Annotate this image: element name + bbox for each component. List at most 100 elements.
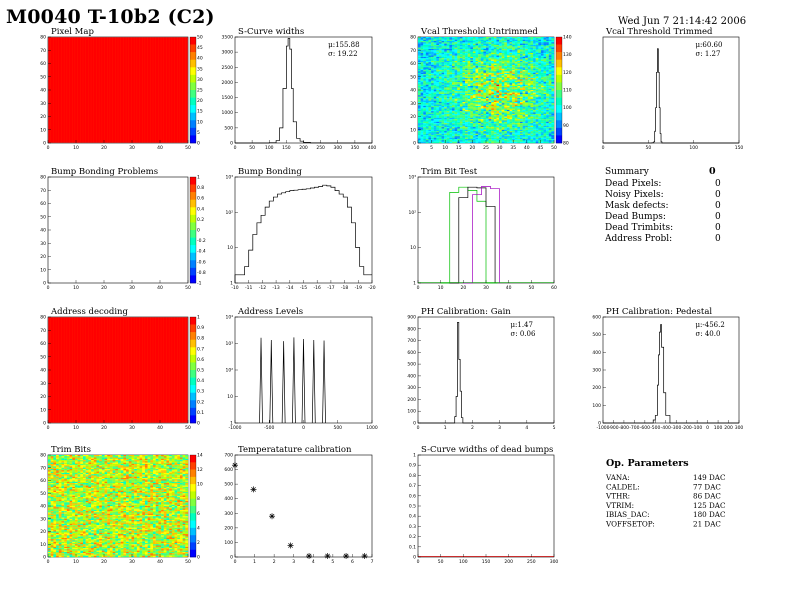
address-decoding-zscale-frame: [189, 316, 197, 424]
trim-bit-test-xtick-label: 0: [417, 285, 420, 291]
trim-bits-zscale-label: 4: [197, 525, 200, 531]
page-date: Wed Jun 7 21:14:42 2006: [618, 16, 747, 27]
temperature-calibration-xtick-label: 4: [312, 559, 315, 565]
ph-gain-ytick-label: 0: [413, 421, 416, 427]
temperature-calibration-ytick-label: 500: [224, 482, 233, 488]
scurve-dead-bumps-xtick-label: 150: [482, 559, 491, 565]
pixel-map-zscale-label: 10: [197, 119, 203, 125]
ph-gain-ytick-label: 600: [407, 350, 416, 356]
address-levels-ytick-label: 10: [227, 394, 233, 400]
op-param-label: VTRIM:: [605, 501, 634, 510]
temperature-calibration-point: [306, 552, 313, 559]
scurve-widths-ytick-label: 3500: [222, 35, 234, 41]
pixel-map-xtick-label: 10: [73, 145, 79, 151]
bump-bonding-problems-ytick-label: 10: [40, 267, 46, 273]
bump-bonding-problems-zscale-label: -0.4: [197, 249, 206, 255]
trim-bits-xtick-label: 50: [185, 559, 191, 565]
op-param-value: 21 DAC: [693, 520, 721, 529]
op-param-label: VTHR:: [605, 492, 630, 501]
ph-pedestal-xtick-label: 200: [724, 425, 733, 431]
pixel-map-zscale-frame: [189, 36, 197, 144]
op-param-label: VANA:: [605, 473, 630, 482]
ph-gain-ytick-label: 800: [407, 326, 416, 332]
bump-bonding-problems-xtick-label: 10: [73, 285, 79, 291]
pixel-map-zscale-label: 0: [197, 141, 200, 147]
ph-pedestal-xtick-label: -700: [629, 425, 639, 431]
pixel-map-ytick-label: 50: [40, 74, 46, 80]
scurve-dead-bumps-xtick-label: 0: [417, 559, 420, 565]
vcal-untrimmed-zscale-label: 130: [563, 52, 572, 58]
temperature-calibration-ytick-label: 300: [224, 511, 233, 517]
vcal-trimmed-xtick-label: 0: [602, 145, 605, 151]
ph-pedestal-title: PH Calibration: Pedestal: [606, 307, 712, 317]
bump-bonding-problems-zscale-cell: [190, 245, 196, 254]
address-decoding-zscale-label: 0.2: [197, 399, 204, 405]
summary-total: 0: [709, 166, 716, 177]
bump-bonding-ytick-label: 10: [227, 245, 233, 251]
trim-bits-ytick-label: 80: [40, 453, 46, 459]
temperature-calibration-point: [287, 542, 294, 549]
bump-bonding-problems-zscale-label: 0.8: [197, 185, 204, 191]
summary-row-value: 0: [715, 179, 721, 189]
trim-bits-xtick-label: 20: [101, 559, 107, 565]
vcal-untrimmed-zscale-cell: [556, 59, 562, 68]
ph-gain-ytick-label: 400: [407, 373, 416, 379]
address-decoding-zscale-cell: [190, 347, 196, 356]
trim-bits-xtick-label: 40: [157, 559, 163, 565]
temperature-calibration-title: Temperatature calibration: [238, 445, 352, 455]
trim-bits-ytick-label: 20: [40, 529, 46, 535]
vcal-untrimmed-zscale-cell: [556, 135, 562, 144]
bump-bonding-problems-zscale-cell: [190, 267, 196, 276]
trim-bits-zscale-cell: [190, 520, 196, 529]
bump-bonding-problems-zscale-cell: [190, 252, 196, 261]
scurve-widths-ytick-label: 3000: [222, 50, 234, 56]
address-decoding-title: Address decoding: [50, 307, 129, 317]
scurve-dead-bumps-ytick-label: 0.5: [409, 504, 416, 510]
bump-bonding-ytick-label: 10²: [225, 210, 233, 216]
bump-bonding-xtick-label: -15: [300, 285, 307, 291]
vcal-untrimmed-xtick-label: 10: [442, 145, 448, 151]
trim-bits-zscale-cell: [190, 535, 196, 543]
scurve-widths-histogram: [235, 38, 372, 144]
pixel-map-zscale-cell: [190, 37, 196, 45]
pixel-map-xtick-label: 0: [47, 145, 50, 151]
address-decoding-zscale-cell: [190, 324, 196, 333]
vcal-untrimmed-zscale-label: 90: [563, 123, 569, 129]
scurve-dead-bumps-xtick-label: 50: [438, 559, 444, 565]
address-decoding-zscale-cell: [190, 354, 196, 363]
vcal-untrimmed-zscale-cell: [556, 82, 562, 91]
ph-pedestal-xtick-label: -900: [608, 425, 618, 431]
address-decoding-zscale-label: 0.4: [197, 378, 204, 384]
trim-bits-xtick-label: 10: [73, 559, 79, 565]
scurve-dead-bumps-ytick-label: 0.1: [409, 544, 416, 550]
op-params-title: Op. Parameters: [606, 458, 689, 469]
pixel-map-zscale-cell: [190, 105, 196, 114]
bump-bonding-problems-zscale-label: -1: [197, 281, 202, 287]
ph-gain-xtick-label: 4: [525, 425, 528, 431]
address-decoding-zscale-label: 0.3: [197, 389, 204, 395]
address-decoding-ytick-label: 0: [43, 421, 46, 427]
address-decoding-ytick-label: 50: [40, 354, 46, 360]
pixel-map-zscale-label: 20: [197, 98, 203, 104]
trim-bits-zscale-label: 8: [197, 496, 200, 502]
trim-bits-zscale-cell: [190, 462, 196, 470]
scurve-widths-ytick-label: 0: [230, 141, 233, 147]
bump-bonding-xtick-label: -10: [231, 285, 238, 291]
scurve-dead-bumps-ytick-label: 0.2: [409, 534, 416, 540]
summary-row-label: Mask defects:: [605, 201, 669, 211]
ph-pedestal-xtick-label: 300: [735, 425, 744, 431]
pixel-map-zscale-label: 15: [197, 109, 203, 115]
address-decoding-zscale-label: 0.5: [197, 368, 204, 374]
temperature-calibration-xtick-label: 1: [253, 559, 256, 565]
vcal-untrimmed-zscale-cell: [556, 112, 562, 121]
scurve-dead-bumps-title: S-Curve widths of dead bumps: [421, 445, 553, 455]
bump-bonding-title: Bump Bonding: [238, 167, 302, 177]
trim-bit-test-series: [462, 186, 500, 284]
ph-gain-ytick-label: 500: [407, 362, 416, 368]
address-decoding-ytick-label: 60: [40, 341, 46, 347]
trim-bits-ytick-label: 60: [40, 478, 46, 484]
bump-bonding-xtick-label: -12: [259, 285, 266, 291]
ph-gain-ytick-label: 700: [407, 338, 416, 344]
scurve-dead-bumps-ytick-label: 0: [413, 555, 416, 561]
vcal-untrimmed-ytick-label: 10: [410, 127, 416, 133]
